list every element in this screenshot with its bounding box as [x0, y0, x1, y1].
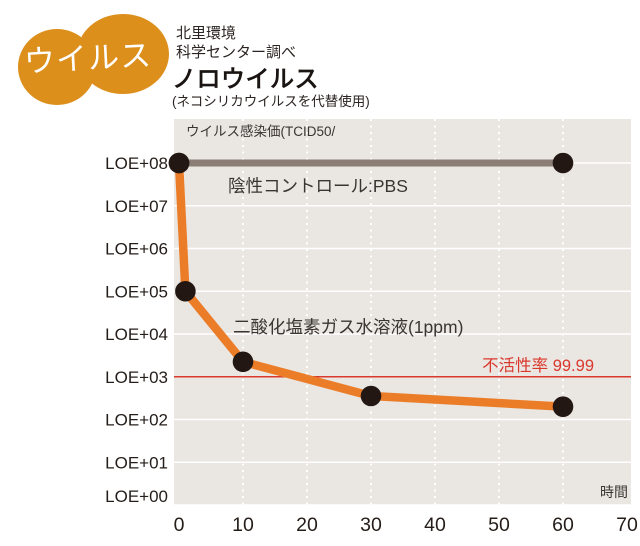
y-tick-label: LOE+07	[105, 197, 168, 216]
y-tick-label: LOE+04	[105, 325, 168, 344]
y-axis-title: ウイルス感染価(TCID50/	[186, 123, 336, 139]
virus-badge-label: ウイルス	[23, 38, 153, 80]
x-tick-label: 50	[488, 514, 510, 536]
x-tick-label: 40	[424, 514, 446, 536]
figure-subtitle: (ネコシリカウイルスを代替使用)	[172, 94, 370, 109]
x-tick-label: 20	[296, 514, 318, 536]
x-axis-unit-label: 時間	[600, 484, 628, 500]
y-tick-label: LOE+02	[105, 411, 168, 430]
x-tick-label: 30	[360, 514, 382, 536]
virus-badge: ウイルス	[18, 14, 169, 105]
x-tick-label: 60	[552, 514, 574, 536]
figure-title: ノロウイルス	[172, 66, 319, 93]
y-tick-label: LOE+08	[105, 154, 168, 173]
y-tick-label: LOE+01	[105, 453, 168, 472]
data-point	[232, 351, 254, 373]
x-tick-label: 0	[174, 514, 185, 536]
series-label-1: 二酸化塩素ガス水溶液(1ppm)	[233, 317, 463, 337]
y-tick-label: LOE+03	[105, 368, 168, 387]
y-tick-label: LOE+05	[105, 282, 168, 301]
data-point	[552, 396, 574, 417]
x-tick-label: 10	[232, 514, 254, 536]
y-tick-label: LOE+06	[105, 240, 168, 259]
virus-badge-blob-left	[18, 29, 96, 105]
source-line-2: 科学センター調べ	[176, 44, 297, 61]
threshold-label: 不活性率 99.99	[482, 356, 594, 375]
data-point	[360, 385, 382, 407]
data-point	[168, 152, 190, 174]
x-tick-label: 70	[616, 514, 638, 536]
plot-area	[174, 119, 631, 505]
y-tick-label: LOE+00	[105, 487, 168, 506]
data-point	[552, 152, 574, 174]
virus-badge-blob-right	[77, 14, 169, 94]
source-line-1: 北里環境	[176, 25, 237, 42]
series-label-0: 陰性コントロール:PBS	[228, 176, 408, 196]
data-point	[175, 280, 196, 302]
